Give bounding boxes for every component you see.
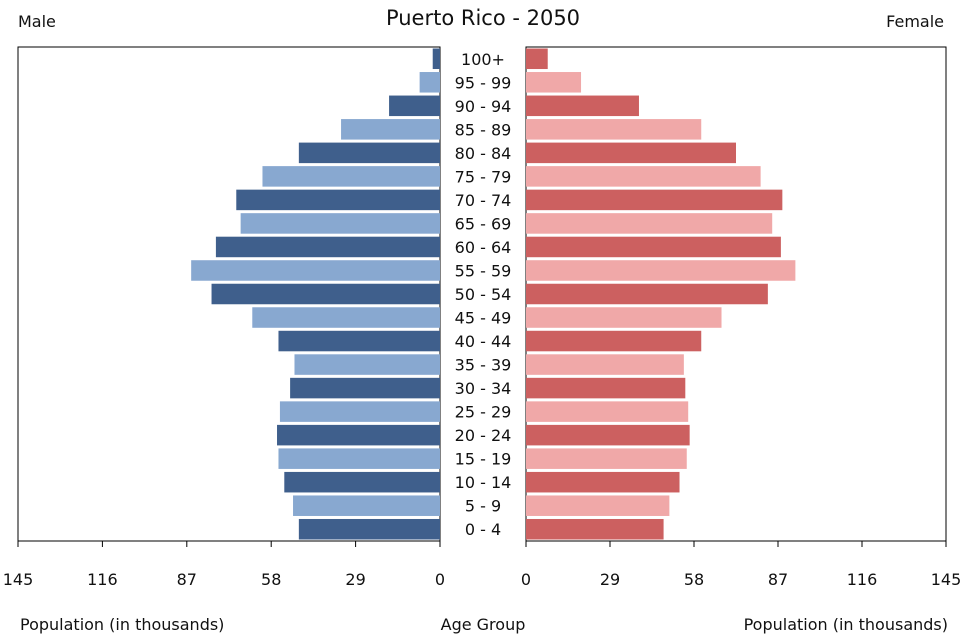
age-group-label: 50 - 54 — [455, 285, 512, 304]
x-tick-label-right: 29 — [600, 570, 620, 589]
x-tick-label-right: 145 — [931, 570, 962, 589]
x-tick-label-left: 29 — [345, 570, 365, 589]
x-tick-label-left: 58 — [261, 570, 281, 589]
male-bar — [290, 377, 440, 399]
x-tick-label-right: 58 — [684, 570, 704, 589]
male-bar — [278, 448, 440, 469]
female-bar — [526, 283, 768, 305]
male-bar — [277, 424, 440, 446]
age-group-label: 85 - 89 — [455, 120, 512, 139]
male-side-label: Male — [18, 12, 56, 31]
female-bar — [526, 307, 722, 328]
male-bar — [211, 283, 440, 305]
female-bar — [526, 95, 639, 117]
female-bar — [526, 142, 736, 164]
x-tick-label-right: 0 — [521, 570, 531, 589]
age-group-label: 25 - 29 — [455, 403, 512, 422]
male-bar — [278, 330, 440, 352]
age-group-label: 55 - 59 — [455, 261, 512, 280]
male-bar — [294, 354, 440, 375]
female-bar — [526, 354, 684, 375]
male-bar — [262, 166, 440, 187]
male-bar — [284, 471, 440, 493]
x-ticks-group: 145 116 87 58 29 0 0 29 58 87 116 145 — [3, 541, 962, 589]
male-bar — [240, 213, 440, 234]
age-group-label: 95 - 99 — [455, 73, 512, 92]
x-axis-label-right: Population (in thousands) — [743, 615, 948, 634]
age-group-label: 65 - 69 — [455, 214, 512, 233]
male-bar — [432, 48, 440, 70]
male-bar — [419, 72, 440, 93]
chart-title: Puerto Rico - 2050 — [385, 6, 581, 30]
bars-group — [191, 48, 796, 540]
age-labels-group: 100+ 95 - 99 90 - 94 85 - 89 80 - 84 75 - 79 7… — [455, 50, 512, 539]
male-bar — [298, 518, 440, 540]
female-side-label: Female — [886, 12, 944, 31]
female-bar — [526, 72, 582, 93]
female-bar — [526, 377, 686, 399]
x-tick-label-right: 116 — [847, 570, 878, 589]
age-group-label: 80 - 84 — [455, 144, 512, 163]
age-group-label: 75 - 79 — [455, 167, 512, 186]
x-tick-label-left: 0 — [435, 570, 445, 589]
female-bar — [526, 119, 702, 140]
x-axis-label-center: Age Group — [440, 615, 526, 634]
female-bar — [526, 471, 680, 493]
female-bar — [526, 495, 670, 516]
age-group-label: 60 - 64 — [455, 238, 512, 257]
female-bar — [526, 448, 687, 469]
female-bar — [526, 260, 796, 281]
male-bar — [252, 307, 440, 328]
female-bar — [526, 330, 702, 352]
x-tick-label-left: 87 — [177, 570, 197, 589]
male-bar — [293, 495, 440, 516]
female-bar — [526, 166, 761, 187]
x-tick-label-right: 87 — [768, 570, 788, 589]
age-group-label: 45 - 49 — [455, 309, 512, 328]
age-group-label: 20 - 24 — [455, 426, 512, 445]
male-bar — [389, 95, 440, 117]
x-tick-label-left: 116 — [87, 570, 118, 589]
age-group-label: 100+ — [461, 50, 505, 69]
female-bar — [526, 189, 783, 211]
male-bar — [298, 142, 440, 164]
female-bar — [526, 401, 689, 422]
age-group-label: 35 - 39 — [455, 356, 512, 375]
female-bar — [526, 213, 773, 234]
x-tick-label-left: 145 — [3, 570, 34, 589]
age-group-label: 70 - 74 — [455, 191, 512, 210]
age-group-label: 10 - 14 — [455, 473, 512, 492]
age-group-label: 30 - 34 — [455, 379, 512, 398]
age-group-label: 0 - 4 — [465, 520, 501, 539]
age-group-label: 40 - 44 — [455, 332, 512, 351]
male-bar — [215, 236, 440, 258]
male-bar — [191, 260, 440, 281]
age-group-label: 5 - 9 — [465, 497, 501, 516]
male-bar — [341, 119, 440, 140]
x-axis-label-left: Population (in thousands) — [20, 615, 225, 634]
age-group-label: 15 - 19 — [455, 450, 512, 469]
age-group-label: 90 - 94 — [455, 97, 512, 116]
female-bar — [526, 236, 781, 258]
male-bar — [279, 401, 440, 422]
male-bar — [236, 189, 440, 211]
female-bar — [526, 48, 548, 70]
female-bar — [526, 518, 664, 540]
female-bar — [526, 424, 690, 446]
